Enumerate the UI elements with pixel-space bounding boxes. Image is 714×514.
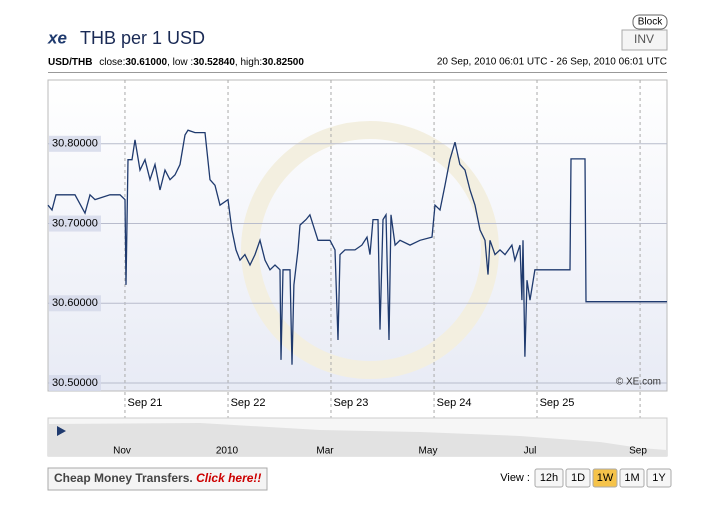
block-button[interactable] bbox=[632, 14, 668, 30]
view-buttons: 12h 1D 1W 1M 1Y bbox=[534, 468, 672, 488]
y-tick-box bbox=[49, 375, 101, 392]
navigator-area bbox=[48, 423, 667, 456]
low-label: , low : bbox=[167, 57, 193, 68]
date-range: 20 Sep, 2010 06:01 UTC - 26 Sep, 2010 06… bbox=[437, 57, 667, 68]
y-tick-label: 30.60000 bbox=[52, 297, 98, 309]
view-button[interactable] bbox=[565, 468, 591, 488]
navigator-label: Nov bbox=[113, 446, 131, 457]
navigator-label: Mar bbox=[316, 446, 334, 457]
promo: Cheap Money Transfers. Click here!! bbox=[54, 471, 261, 485]
view-button-label: 1Y bbox=[652, 472, 666, 484]
promo-button[interactable] bbox=[47, 467, 268, 491]
close-label: close: bbox=[99, 57, 125, 68]
view-button[interactable] bbox=[592, 468, 618, 488]
navigator-labels: Nov 2010 Mar May Jul Sep bbox=[113, 446, 647, 457]
x-tick-label: Sep 23 bbox=[334, 397, 369, 409]
view-label: View : bbox=[500, 472, 530, 484]
y-tick-box bbox=[49, 135, 101, 152]
logo: xe bbox=[47, 28, 67, 47]
navigator-label: May bbox=[419, 446, 438, 457]
navigator-label: 2010 bbox=[216, 446, 239, 457]
copyright: © XE.com bbox=[616, 377, 661, 388]
pair: USD/THB bbox=[48, 57, 92, 68]
high: 30.82500 bbox=[262, 57, 304, 68]
separator bbox=[48, 72, 667, 73]
y-tick-label: 30.70000 bbox=[52, 217, 98, 229]
promo-text: Cheap Money Transfers. bbox=[54, 471, 193, 485]
navigator-label: Sep bbox=[629, 446, 647, 457]
close: 30.61000 bbox=[125, 57, 167, 68]
navigator-label: Jul bbox=[524, 446, 537, 457]
info: USD/THB close:30.61000, low :30.52840, h… bbox=[48, 57, 304, 68]
inv-button[interactable] bbox=[621, 29, 668, 51]
view-button-label: 1W bbox=[597, 472, 614, 484]
low: 30.52840 bbox=[193, 57, 235, 68]
view-button-label: 1D bbox=[571, 472, 585, 484]
x-tick-label: Sep 21 bbox=[128, 397, 163, 409]
x-tick-label: Sep 25 bbox=[540, 397, 575, 409]
y-tick-box bbox=[49, 295, 101, 312]
view-button[interactable] bbox=[646, 468, 672, 488]
x-tick-label: Sep 22 bbox=[231, 397, 266, 409]
inv-text: INV bbox=[634, 32, 654, 46]
y-tick-label: 30.80000 bbox=[52, 138, 98, 150]
block-text: Block bbox=[638, 17, 663, 28]
view-button[interactable] bbox=[619, 468, 645, 488]
play-icon[interactable] bbox=[57, 426, 66, 436]
y-tick-box bbox=[49, 215, 101, 232]
view-button-label: 1M bbox=[624, 472, 639, 484]
promo-link[interactable]: Click here!! bbox=[196, 471, 261, 485]
view-button[interactable] bbox=[534, 468, 564, 488]
plot: Sep 21 Sep 22 Sep 23 Sep 24 Sep 25 30.50000 30… bbox=[47, 80, 667, 418]
price-line bbox=[47, 129, 667, 365]
high-label: , high: bbox=[235, 57, 262, 68]
x-tick-label: Sep 24 bbox=[437, 397, 472, 409]
y-tick-label: 30.50000 bbox=[52, 377, 98, 389]
view-button-label: 12h bbox=[540, 472, 558, 484]
title: THB per 1 USD bbox=[80, 28, 205, 48]
